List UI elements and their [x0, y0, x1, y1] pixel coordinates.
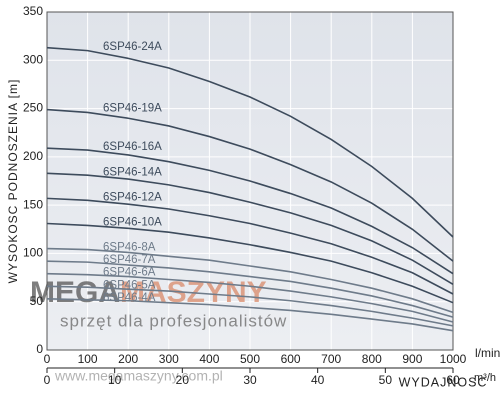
x2-tick-label: 30	[243, 373, 257, 387]
x2-tick-label: 50	[379, 373, 393, 387]
x-tick-label: 100	[78, 352, 98, 366]
curve	[46, 247, 454, 314]
y-tick-label: 0	[36, 342, 43, 356]
series-label: 6SP46-6A	[103, 267, 156, 279]
x-tick-label: 800	[362, 352, 382, 366]
x-tick-label: 200	[118, 352, 138, 366]
x2-unit: m³/h	[474, 372, 496, 384]
x-tick-label: 300	[159, 352, 179, 366]
series-label: 6SP46-19A	[103, 103, 162, 115]
series-label: 6SP46-16A	[103, 141, 162, 153]
curve	[46, 147, 454, 275]
x-tick-label: 0	[44, 352, 51, 366]
x-tick-label: 400	[199, 352, 219, 366]
series-label: 6SP46-5A	[103, 279, 156, 291]
curve	[46, 272, 454, 323]
series-label: 6SP46-14A	[103, 166, 162, 178]
y-tick-label: 150	[23, 197, 43, 211]
series-label: 6SP46-12A	[103, 191, 162, 203]
x-tick-label: 500	[240, 352, 260, 366]
series-label: 6SP46-7A	[103, 254, 156, 266]
curve	[46, 46, 454, 238]
x-tick-label: 1000	[440, 352, 467, 366]
curve	[46, 172, 454, 286]
x-tick-label: 900	[402, 352, 422, 366]
x2-tick-label: 60	[446, 373, 460, 387]
x-unit: l/min	[475, 346, 500, 360]
series-label: 6SP46-4A	[103, 292, 156, 304]
y-tick-label: 200	[23, 149, 43, 163]
x-axis-label: WYDAJNOSC	[399, 375, 488, 389]
x2-tick-label: 10	[108, 373, 122, 387]
curve	[46, 285, 454, 327]
x-tick-label: 700	[321, 352, 341, 366]
watermark: MEGAMASZYNY sprzęt dla profesjonalistów …	[30, 276, 287, 384]
plot-frame	[46, 11, 454, 351]
tagline: sprzęt dla profesjonalistów	[60, 311, 287, 330]
x2-tick-label: 0	[44, 373, 51, 387]
y-tick-label: 50	[30, 294, 44, 308]
curve	[46, 222, 454, 304]
url: www.megamaszyny.com.pl	[54, 368, 223, 384]
curve	[46, 260, 454, 318]
series-label: 6SP46-8A	[103, 242, 156, 254]
y-tick-label: 350	[23, 4, 43, 18]
series-label: 6SP46-24A	[103, 41, 162, 53]
x-tick-label: 600	[281, 352, 301, 366]
series-label: 6SP46-10A	[103, 217, 162, 229]
x2-tick-label: 20	[176, 373, 190, 387]
y-tick-label: 250	[23, 101, 43, 115]
curve	[46, 197, 454, 295]
y-axis-label: WYSOKOSC PODNOSZENIA [m]	[6, 79, 20, 284]
x2-tick-label: 40	[311, 373, 325, 387]
y-tick-label: 100	[23, 246, 43, 260]
y-tick-label: 300	[23, 52, 43, 66]
curve	[46, 298, 454, 332]
curve	[46, 108, 454, 262]
